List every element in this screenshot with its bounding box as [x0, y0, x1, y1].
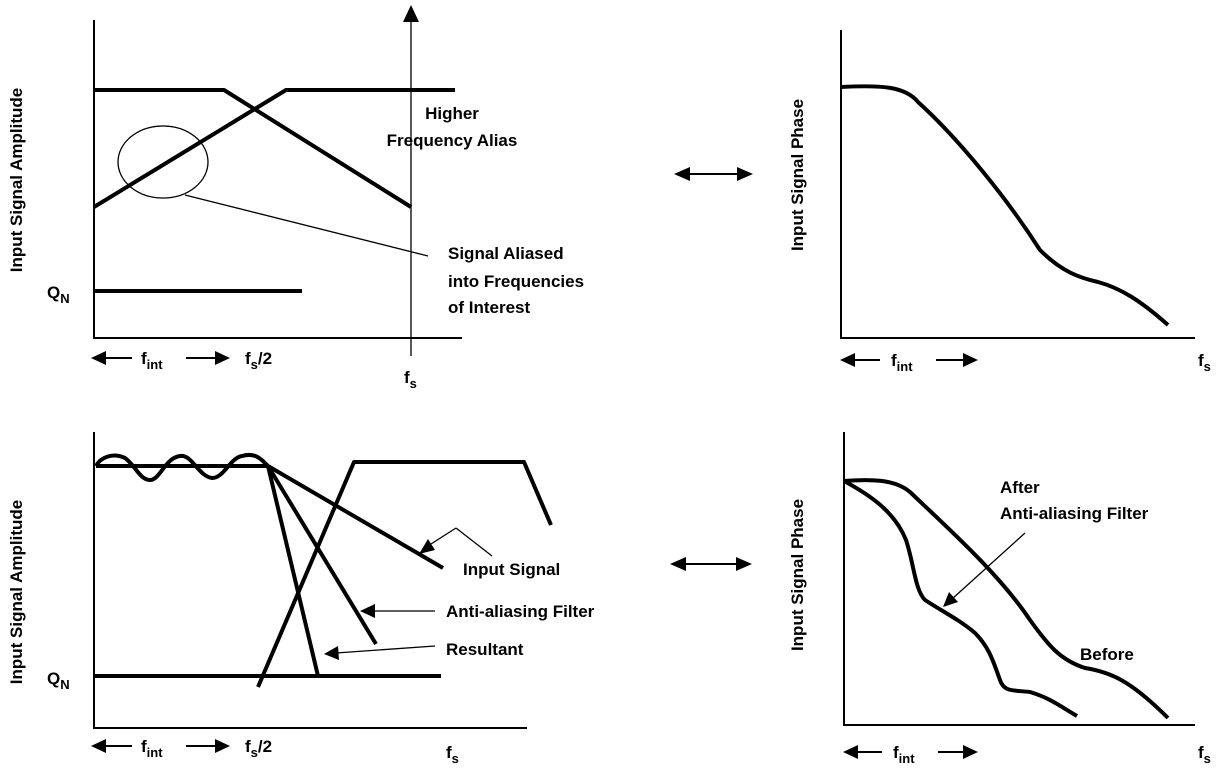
arrow-icon: [419, 539, 435, 554]
anti-aliasing-label: Anti-aliasing Filter: [446, 602, 595, 621]
arrow-right-icon: [215, 739, 230, 753]
arrow-left-icon: [840, 353, 855, 367]
fs-label: fs: [404, 368, 417, 391]
arrow-icon: [324, 646, 339, 660]
fs-label: fs: [1198, 743, 1211, 766]
fs-label: fs: [446, 743, 459, 766]
resultant-label: Resultant: [446, 640, 524, 659]
signal-aliased-line3: of Interest: [448, 298, 531, 317]
alias-curve: [256, 460, 553, 688]
callout-resultant: [335, 645, 436, 654]
arrow-right-icon: [963, 745, 978, 759]
panel-bottom-right-phase: Input Signal Phase After Anti-aliasing F…: [788, 432, 1211, 766]
panel-top-left-amplitude: Input Signal Amplitude Higher Frequency …: [7, 5, 584, 391]
y-axis-label: Input Signal Phase: [788, 99, 807, 251]
anti-aliasing-filter-curve: [266, 464, 378, 646]
callout-input-signal: [430, 527, 457, 545]
callout-leader: [184, 194, 429, 257]
y-axis-label: Input Signal Amplitude: [7, 500, 26, 684]
y-axis-label: Input Signal Amplitude: [7, 88, 26, 272]
before-label: Before: [1080, 645, 1134, 664]
arrow-icon: [360, 604, 375, 618]
fint-label: fint: [891, 351, 913, 374]
fs-half-label: fs/2: [245, 349, 272, 372]
ripple-curve: [94, 453, 270, 482]
signal-aliased-line2: into Frequencies: [448, 272, 584, 291]
before-curve: [843, 478, 1170, 720]
arrow-icon: [943, 592, 958, 607]
fint-label: fint: [141, 737, 163, 760]
fs-label: fs: [1198, 351, 1211, 374]
y-axis-label: Input Signal Phase: [788, 499, 807, 651]
panel-top-right-phase: Input Signal Phase fint fs: [788, 30, 1211, 374]
callout-after: [951, 532, 1026, 600]
aliased-region-circle: [117, 125, 209, 199]
qn-label: QN: [47, 283, 70, 306]
double-arrow-icon: [674, 167, 753, 181]
arrow-up-icon: [403, 5, 419, 22]
arrow-right-icon: [963, 353, 978, 367]
arrow-right-icon: [215, 351, 230, 365]
phase-curve: [840, 84, 1170, 327]
fint-label: fint: [141, 349, 163, 372]
double-arrow-icon: [670, 557, 752, 571]
after-label-line1: After: [1000, 478, 1040, 497]
arrow-left-icon: [843, 745, 858, 759]
signal-aliased-line1: Signal Aliased: [448, 244, 564, 263]
fs-half-label: fs/2: [245, 737, 272, 760]
alias-label-line2: Frequency Alias: [387, 131, 518, 150]
input-signal-label: Input Signal: [463, 560, 560, 579]
input-signal-curve: [94, 88, 413, 209]
qn-label: QN: [47, 669, 70, 692]
fint-label: fint: [893, 743, 915, 766]
alias-label-line1: Higher: [425, 104, 479, 123]
resultant-curve: [266, 465, 320, 677]
alias-curve: [92, 88, 455, 209]
arrow-left-icon: [91, 351, 106, 365]
arrow-left-icon: [91, 739, 106, 753]
after-label-line2: Anti-aliasing Filter: [1000, 504, 1149, 523]
callout-input-signal-2: [455, 527, 493, 557]
after-curve: [843, 479, 1079, 718]
panel-bottom-left-amplitude: Input Signal Amplitude Input Signal Anti…: [7, 432, 595, 766]
